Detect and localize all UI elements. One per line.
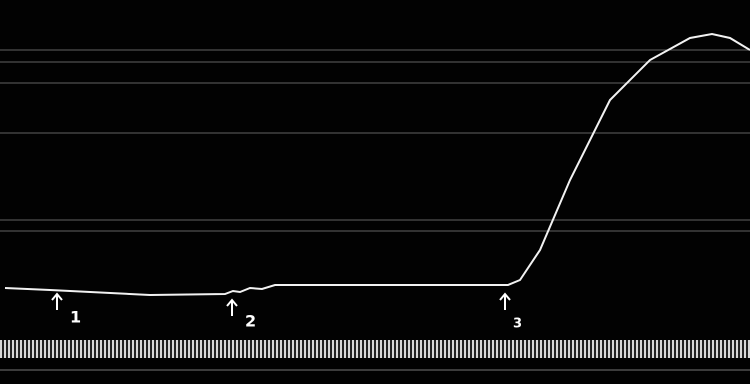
marker-label: 3 <box>513 317 522 332</box>
page: 1 2 3 (() => { const data = JSON.parse(d… <box>0 0 750 384</box>
kymograph: 1 2 3 <box>0 0 750 384</box>
marker-label: 1 <box>70 308 81 327</box>
background <box>0 0 750 384</box>
time-marker <box>0 340 750 358</box>
marker-label: 2 <box>245 312 256 331</box>
